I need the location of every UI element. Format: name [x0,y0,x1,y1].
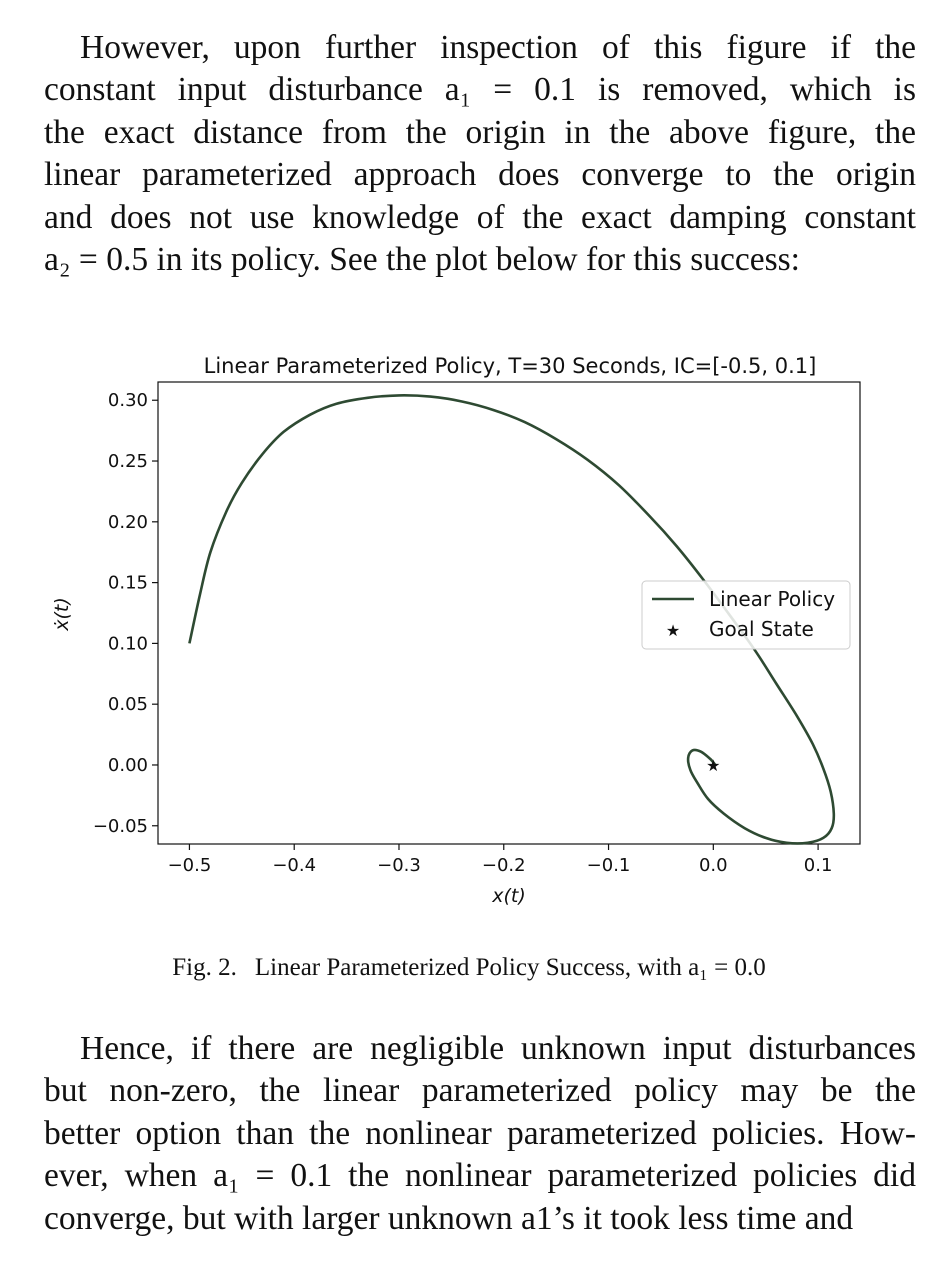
x-axis-label: x(t) [491,885,526,907]
y-tick-label: 0.20 [108,512,148,533]
x-tick-label: 0.1 [804,855,833,876]
y-tick-label: 0.30 [108,390,148,411]
paragraph-line: and does not use knowledge of the exact … [44,198,916,236]
x-tick-label: −0.3 [377,855,421,876]
chart-title: Linear Parameterized Policy, T=30 Second… [204,354,817,378]
figure-caption: Fig. 2. Linear Parameterized Policy Succe… [0,954,938,982]
legend-entry-goal-state: Goal State [709,617,814,641]
paragraph-line: the exact distance from the origin in th… [44,113,916,151]
y-axis-label: ẋ(t) [51,597,73,632]
x-tick-label: −0.2 [482,855,526,876]
x-tick-label: 0.0 [699,855,728,876]
x-tick-label: −0.4 [272,855,316,876]
paragraph-top: However, upon further inspection of this… [44,27,916,281]
y-tick-label: 0.05 [108,694,148,715]
legend-entry-linear-policy: Linear Policy [709,587,835,611]
x-tick-label: −0.1 [587,855,631,876]
paragraph-line: constant input disturbance a₁ = 0.1 is r… [44,71,916,109]
paragraph-line: However, upon further inspection of this… [80,29,916,66]
paragraph-line: but non-zero, the linear parameterized p… [44,1072,916,1110]
goal-state-marker: ★ [706,756,720,775]
paragraph-line: ever, when a₁ = 0.1 the nonlinear parame… [44,1157,916,1195]
y-tick-label: 0.00 [108,755,148,776]
plot-frame [157,381,861,845]
paragraph-line: better option than the nonlinear paramet… [44,1114,916,1152]
y-axis: −0.05 0.00 0.05 0.10 0.15 0.20 0.25 0.30 [93,390,158,837]
caption-text: Linear Parameterized Policy Success, wit… [254,954,766,981]
y-tick-label: 0.10 [108,633,148,654]
x-axis: −0.5 −0.4 −0.3 −0.2 −0.1 0.0 0.1 [168,844,833,876]
x-tick-label: −0.5 [168,855,212,876]
paragraph-bottom: Hence, if there are negligible unknown i… [44,1028,916,1240]
y-tick-label: 0.25 [108,451,148,472]
caption-number: Fig. 2. [172,954,237,981]
paragraph-line: Hence, if there are negligible unknown i… [80,1030,916,1067]
paragraph-line: linear parameterized approach does conve… [44,156,916,194]
paragraph-line: a₂ = 0.5 in its policy. See the plot bel… [44,241,800,279]
y-tick-label: 0.15 [108,573,148,594]
paragraph-line: converge, but with larger unknown a1’s i… [44,1199,854,1237]
y-tick-label: −0.05 [93,816,148,837]
legend: ★ Linear Policy Goal State [641,580,851,650]
star-icon: ★ [666,621,680,640]
figure-plot: Linear Parameterized Policy, T=30 Second… [51,354,861,907]
